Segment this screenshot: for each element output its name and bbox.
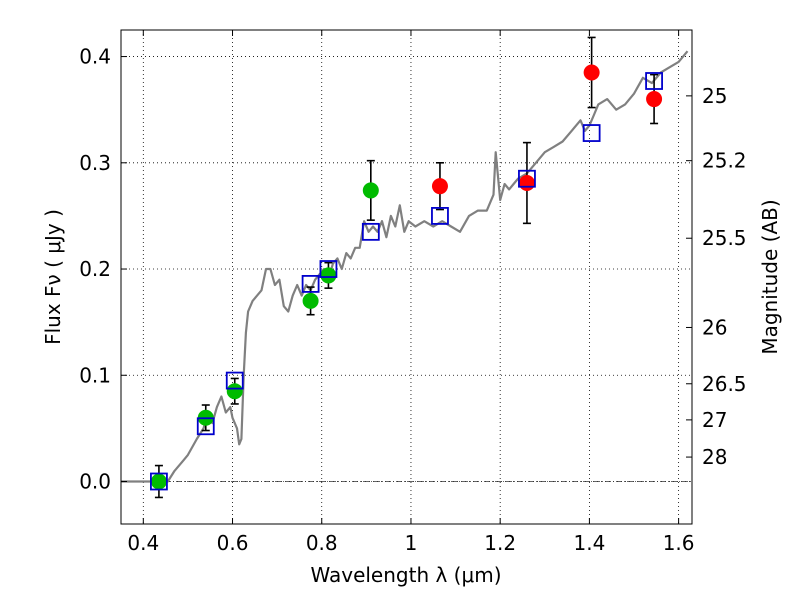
data-point [150,473,167,490]
x-tick-label: 1 [405,531,418,555]
spectrum-series [121,50,689,483]
data-point [431,178,448,195]
x-tick-label: 1.4 [573,531,605,555]
y-axis-title: Flux Fν ( μJy ) [41,209,65,345]
mag-tick-label: 27 [702,408,727,432]
x-axis-title: Wavelength λ (μm) [310,563,501,587]
model-point [319,260,338,278]
mag-tick-label: 26 [702,315,727,339]
y-tick-label: 0.0 [79,470,111,494]
y-tick-label: 0.1 [79,363,111,387]
plot-frame [120,29,693,525]
mag-tick-label: 28 [702,445,727,469]
model-squares [150,72,663,491]
model-point [645,72,663,90]
x-tick-label: 0.4 [127,531,159,555]
x-tick-label: 1.6 [663,531,695,555]
model-point [582,124,601,142]
y-tick-label: 0.2 [79,257,111,281]
data-point [302,292,319,309]
grid [121,30,692,524]
mag-tick-label: 25 [702,84,727,108]
data-point [362,182,379,199]
model-point [518,169,536,188]
model-point [431,207,449,225]
data-point [226,383,243,400]
y2-axis-title: Magnitude (AB) [758,199,782,354]
mag-tick-label: 25.2 [702,149,747,173]
x-tick-label: 0.6 [217,531,249,555]
mag-tick-label: 25.5 [702,226,747,250]
error-bars [154,36,659,499]
data-point [646,91,663,108]
model-point [225,371,244,390]
x-tick-label: 1.2 [484,531,516,555]
axis-ticks: 0.4 0.6 0.8 1 1.2 1.4 1.6 0.0 0.1 0.2 0.3 0.4 25 25.2… [79,30,747,555]
model-point [361,222,380,241]
y-tick-label: 0.3 [79,151,111,175]
x-tick-label: 0.8 [306,531,338,555]
y-tick-label: 0.4 [79,45,111,69]
data-points [150,64,663,490]
mag-tick-label: 26.5 [702,372,747,396]
model-point [196,417,215,436]
data-point [583,64,600,81]
model-point [150,472,168,491]
spectrum-line [121,50,689,483]
data-point [518,174,535,191]
data-point [320,267,337,284]
model-point [301,275,320,293]
